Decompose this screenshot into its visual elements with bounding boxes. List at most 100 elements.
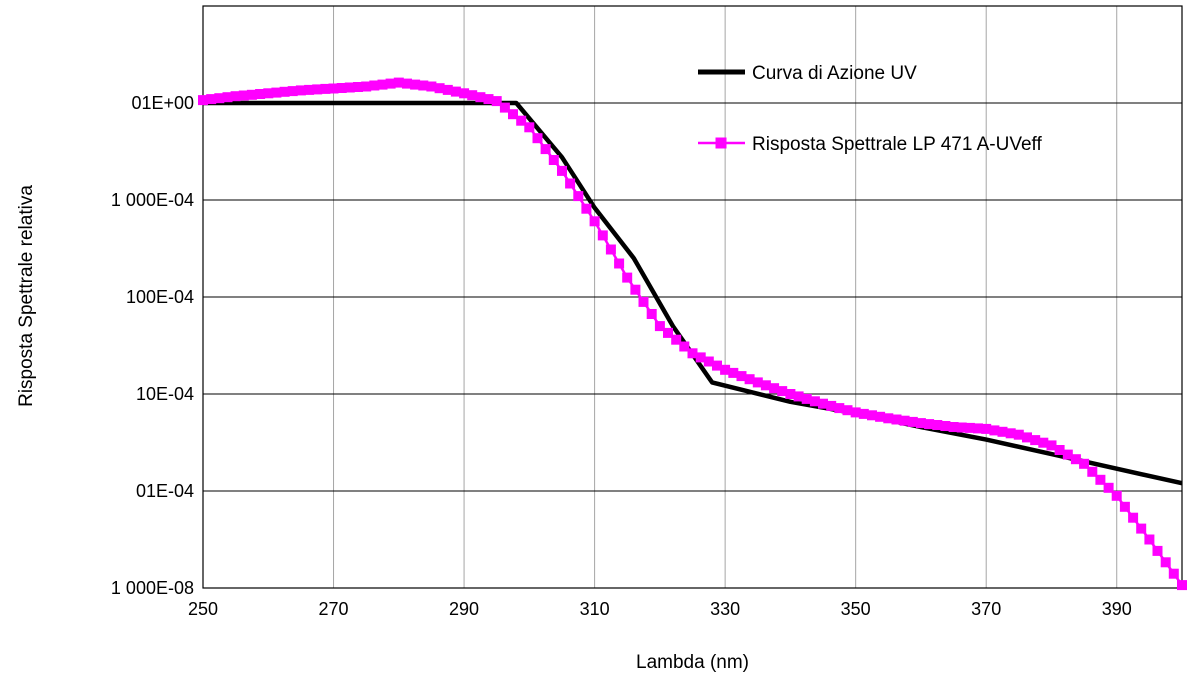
data-point xyxy=(1054,445,1065,455)
series-line-curva-azione xyxy=(203,100,1183,486)
data-point xyxy=(687,348,698,359)
data-point xyxy=(589,216,600,227)
data-point xyxy=(287,86,298,97)
x-tick-label: 390 xyxy=(1102,599,1132,619)
data-point xyxy=(516,115,527,126)
data-point xyxy=(467,90,478,101)
data-point xyxy=(442,84,453,95)
data-point xyxy=(1070,454,1081,465)
data-point xyxy=(597,230,608,241)
data-point xyxy=(907,416,918,427)
x-tick-label: 250 xyxy=(188,599,218,619)
data-point xyxy=(842,405,853,416)
data-point xyxy=(793,391,804,402)
data-point xyxy=(744,374,755,385)
data-point xyxy=(304,84,315,95)
data-point xyxy=(557,165,567,176)
data-point xyxy=(1119,501,1130,512)
x-tick-label: 310 xyxy=(580,599,610,619)
x-tick-label: 290 xyxy=(449,599,479,619)
data-point xyxy=(875,411,886,422)
y-tick-label: 10E-04 xyxy=(136,384,194,404)
data-point xyxy=(320,83,331,94)
data-point xyxy=(679,341,690,352)
data-point xyxy=(410,79,421,90)
data-point xyxy=(524,122,535,133)
data-point xyxy=(499,102,510,113)
data-point xyxy=(1087,466,1098,477)
data-point xyxy=(483,94,494,105)
data-point xyxy=(940,421,951,431)
data-point xyxy=(630,284,641,295)
data-point xyxy=(1160,557,1171,568)
data-point xyxy=(434,83,445,94)
legend-label-curva: Curva di Azione UV xyxy=(752,63,917,84)
data-point xyxy=(295,85,306,96)
data-point xyxy=(973,423,983,434)
data-point xyxy=(818,398,828,409)
data-point xyxy=(1005,428,1016,439)
data-point xyxy=(654,321,665,332)
data-point xyxy=(263,88,274,99)
data-point xyxy=(1046,440,1057,451)
data-point xyxy=(801,393,812,404)
data-point xyxy=(548,155,559,165)
data-point xyxy=(222,92,233,103)
data-point xyxy=(614,258,625,269)
data-point xyxy=(883,413,894,424)
data-point xyxy=(605,244,616,255)
legend-label-risposta: Risposta Spettrale LP 471 A-UVeff xyxy=(752,134,1042,155)
plot-area-border xyxy=(202,5,1183,589)
x-axis-title: Lambda (nm) xyxy=(636,652,749,673)
data-point xyxy=(736,371,747,382)
data-point xyxy=(858,408,869,419)
data-point xyxy=(850,407,861,418)
y-tick-label: 1 000E-08 xyxy=(111,578,194,598)
data-point xyxy=(532,133,543,144)
data-point xyxy=(956,422,967,433)
data-point xyxy=(1079,458,1090,469)
data-point xyxy=(638,296,649,307)
data-point xyxy=(891,414,902,425)
data-point xyxy=(622,272,633,283)
data-point xyxy=(1128,512,1139,523)
data-point xyxy=(769,383,780,394)
data-point xyxy=(981,423,992,434)
data-point xyxy=(663,327,673,338)
data-point xyxy=(279,86,290,97)
data-point xyxy=(377,79,388,90)
y-tick-label: 01E+00 xyxy=(131,93,194,113)
data-point xyxy=(336,83,347,93)
data-point xyxy=(924,419,935,430)
data-point xyxy=(361,81,372,92)
data-point xyxy=(1038,437,1049,448)
data-point xyxy=(1111,490,1122,501)
series-markers-risposta xyxy=(198,77,1187,591)
data-point xyxy=(915,418,926,429)
data-point xyxy=(899,415,910,426)
data-point xyxy=(720,364,731,375)
data-point xyxy=(1095,474,1106,485)
data-point xyxy=(989,425,1000,436)
data-point xyxy=(712,360,722,371)
data-point xyxy=(475,92,486,103)
x-tick-label: 350 xyxy=(841,599,871,619)
data-point xyxy=(573,191,584,202)
data-point xyxy=(703,356,714,367)
data-point xyxy=(246,89,257,100)
data-point xyxy=(393,77,404,88)
data-point xyxy=(255,89,266,99)
y-tick-labels: 01E+00 1 000E-04 100E-04 10E-04 01E-04 1 000E… xyxy=(111,93,194,598)
data-point xyxy=(932,420,943,430)
data-point xyxy=(459,88,470,99)
y-axis-title: Risposta Spettrale relativa xyxy=(16,185,37,407)
data-point xyxy=(1013,429,1024,440)
data-point xyxy=(728,367,739,378)
data-point xyxy=(353,82,363,92)
data-point xyxy=(369,80,380,91)
data-point xyxy=(271,87,282,98)
data-point xyxy=(695,352,706,363)
y-tick-label: 1 000E-04 xyxy=(111,190,194,210)
data-point xyxy=(238,90,249,101)
data-point xyxy=(826,400,837,411)
